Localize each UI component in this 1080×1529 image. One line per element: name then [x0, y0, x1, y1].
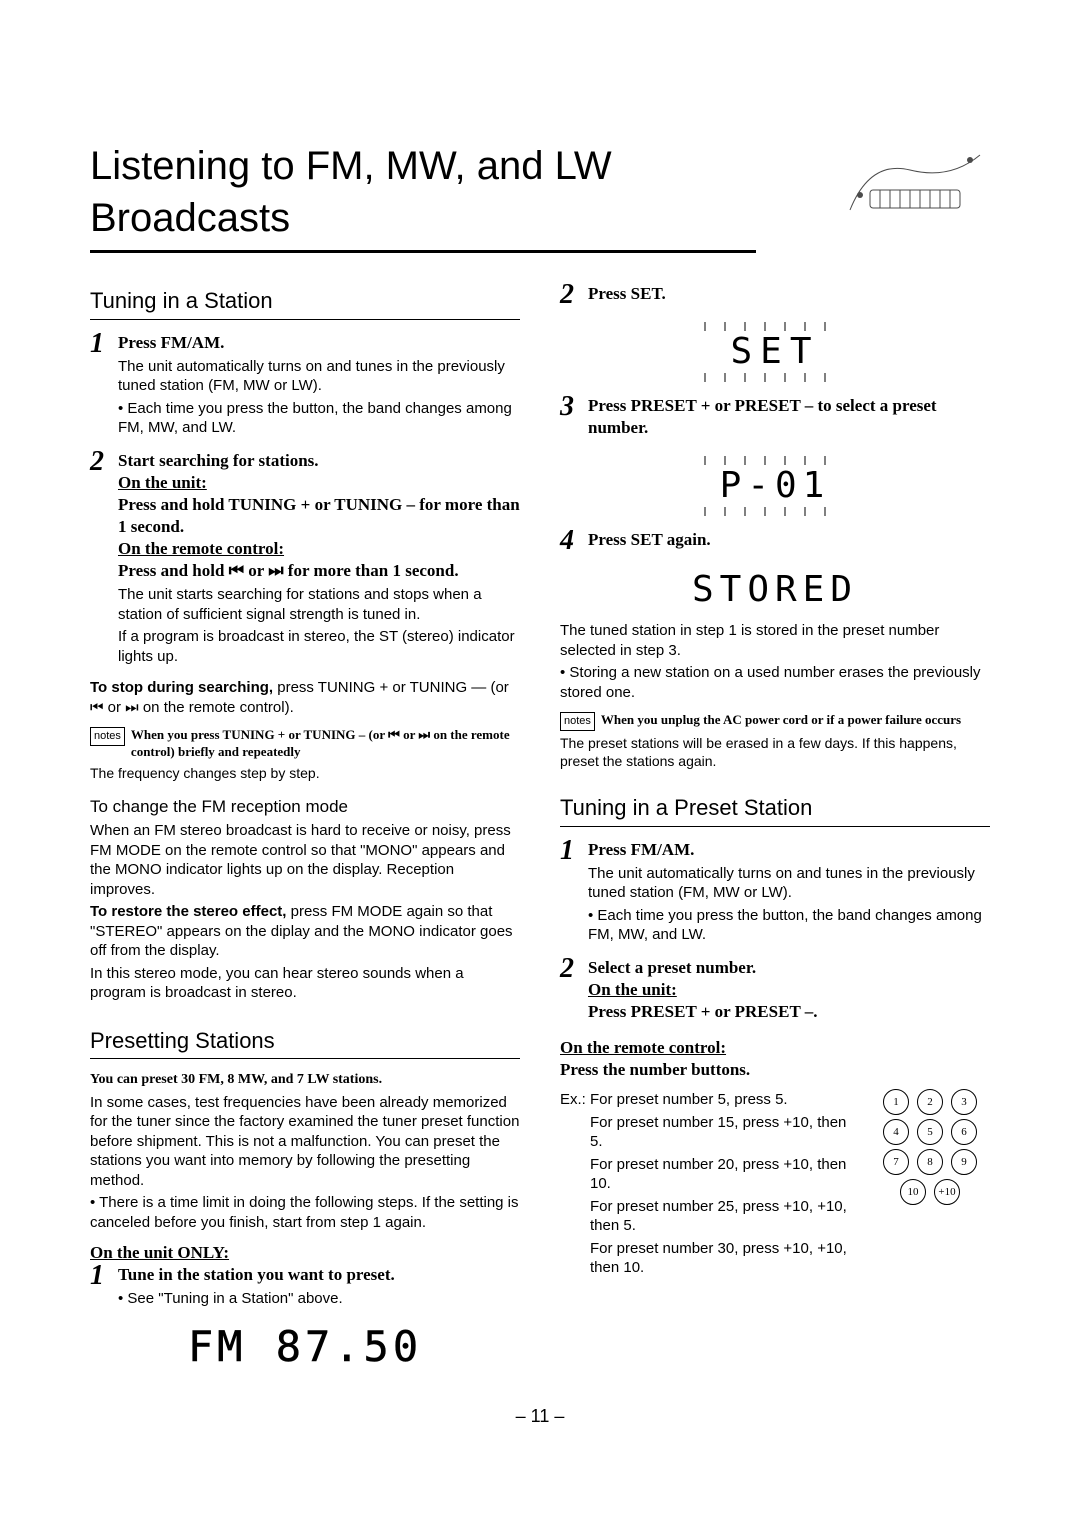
- tune-preset-step-1-t2: • Each time you press the button, the ba…: [588, 906, 990, 945]
- step-number-1: 1: [90, 326, 104, 362]
- preset-lead: You can preset 30 FM, 8 MW, and 7 LW sta…: [90, 1071, 520, 1089]
- num-btn-2: 2: [917, 1089, 943, 1115]
- on-unit-only: On the unit ONLY:: [90, 1242, 520, 1264]
- preset-after-2: • Storing a new station on a used number…: [560, 663, 990, 702]
- step-2-remote-instr: Press and hold ⏮ or ⏭ for more than 1 se…: [118, 560, 520, 582]
- section-tuning-station: Tuning in a Station: [90, 287, 520, 320]
- fm-mode-text-2: In this stereo mode, you can hear stereo…: [90, 964, 520, 1003]
- num-btn-10: 10: [900, 1179, 926, 1205]
- tune-preset-step-2-head: Select a preset number.: [588, 957, 990, 979]
- step-1-text-2: • Each time you press the button, the ba…: [118, 399, 520, 438]
- step-2-remote-instr-b: for more than 1 second.: [284, 561, 459, 580]
- fm-mode-restore: To restore the stereo effect, press FM M…: [90, 902, 520, 961]
- fm-mode-head: To change the FM reception mode: [90, 796, 520, 818]
- preset-text-2: • There is a time limit in doing the fol…: [90, 1193, 520, 1232]
- fm-mode-restore-lead: To restore the stereo effect,: [90, 903, 286, 920]
- num-btn-6: 6: [951, 1119, 977, 1145]
- tune-preset-b2: Press the number buttons.: [560, 1059, 990, 1081]
- stop-search-lead: To stop during searching,: [90, 679, 273, 696]
- notes-icon-2: notes: [560, 712, 595, 730]
- corner-illustration: [840, 140, 990, 220]
- num-btn-9: 9: [951, 1149, 977, 1175]
- lcd-freq: FM 87.50: [175, 1321, 435, 1373]
- num-btn-8: 8: [917, 1149, 943, 1175]
- preset-step-1-body: • See "Tuning in a Station" above.: [118, 1289, 520, 1309]
- note-tuning-body: The frequency changes step by step.: [90, 764, 520, 782]
- preset-step-1-num: 1: [90, 1258, 104, 1294]
- note-power-head: When you unplug the AC power cord or if …: [601, 712, 961, 729]
- lcd-set: SET: [675, 317, 875, 387]
- tune-preset-b1: Press PRESET + or PRESET –.: [588, 1001, 990, 1023]
- preset-text-1: In some cases, test frequencies have bee…: [90, 1093, 520, 1191]
- ex-1: For preset number 5, press 5.: [590, 1091, 788, 1108]
- tune-preset-u1: On the unit:: [588, 979, 990, 1001]
- step-2-text-2: If a program is broadcast in stereo, the…: [118, 627, 520, 666]
- ex-row: Ex.: For preset number 5, press 5.: [560, 1090, 860, 1110]
- preset-step-3-num: 3: [560, 389, 574, 425]
- svg-text:SET: SET: [730, 331, 819, 372]
- preset-step-1-head: Tune in the station you want to preset.: [118, 1264, 520, 1286]
- step-2-remote-instr-a: Press and hold: [118, 561, 229, 580]
- step-2-remote-icons: ⏮ or ⏭: [229, 561, 284, 580]
- ex-2: For preset number 15, press +10, then 5.: [560, 1113, 860, 1152]
- ex-3: For preset number 20, press +10, then 10…: [560, 1155, 860, 1194]
- preset-step-4-num: 4: [560, 523, 574, 559]
- ex-4: For preset number 25, press +10, +10, th…: [560, 1197, 860, 1236]
- tune-preset-step-1-num: 1: [560, 833, 574, 869]
- preset-step-2-head: Press SET.: [588, 283, 990, 305]
- step-1-head: Press FM/AM.: [118, 332, 520, 354]
- ex-label: Ex.:: [560, 1091, 586, 1108]
- lcd-preset-num: P-01: [675, 451, 875, 521]
- svg-text:FM 87.50: FM 87.50: [188, 1322, 422, 1371]
- step-2-remote-label: On the remote control:: [118, 538, 520, 560]
- number-keypad: 1 2 3 4 5 6 7 8 9 10 +10: [870, 1087, 990, 1281]
- svg-text:STORED: STORED: [692, 569, 858, 610]
- num-btn-7: 7: [883, 1149, 909, 1175]
- ex-5: For preset number 30, press +10, +10, th…: [560, 1239, 860, 1278]
- step-2-text-1: The unit starts searching for stations a…: [118, 585, 520, 624]
- note-tuning-head: When you press TUNING + or TUNING – (or …: [131, 727, 520, 761]
- num-btn-plus10: +10: [934, 1179, 960, 1205]
- fm-mode-text-1: When an FM stereo broadcast is hard to r…: [90, 821, 520, 899]
- num-btn-1: 1: [883, 1089, 909, 1115]
- lcd-stored: STORED: [645, 563, 905, 613]
- step-2-unit-instr: Press and hold TUNING + or TUNING – for …: [118, 494, 520, 538]
- preset-after-1: The tuned station in step 1 is stored in…: [560, 621, 990, 660]
- tune-preset-step-1-head: Press FM/AM.: [588, 839, 990, 861]
- preset-step-2-num: 2: [560, 277, 574, 313]
- notes-icon: notes: [90, 727, 125, 745]
- page-title: Listening to FM, MW, and LW Broadcasts: [90, 140, 756, 253]
- step-2-unit-label: On the unit:: [118, 472, 520, 494]
- tune-preset-step-1-t1: The unit automatically turns on and tune…: [588, 864, 990, 903]
- tune-preset-u2: On the remote control:: [560, 1037, 990, 1059]
- num-btn-4: 4: [883, 1119, 909, 1145]
- section-presetting: Presetting Stations: [90, 1027, 520, 1060]
- num-btn-5: 5: [917, 1119, 943, 1145]
- step-1-text-1: The unit automatically turns on and tune…: [118, 357, 520, 396]
- tune-preset-step-2-num: 2: [560, 951, 574, 987]
- step-number-2: 2: [90, 444, 104, 480]
- note-power-body: The preset stations will be erased in a …: [560, 734, 990, 770]
- section-tune-preset: Tuning in a Preset Station: [560, 794, 990, 827]
- svg-text:P-01: P-01: [720, 465, 831, 506]
- preset-step-3-head: Press PRESET + or PRESET – to select a p…: [588, 395, 990, 439]
- preset-step-4-head: Press SET again.: [588, 529, 990, 551]
- step-2-head: Start searching for stations.: [118, 450, 520, 472]
- page-number: – 11 –: [90, 1405, 990, 1428]
- stop-search-text: To stop during searching, press TUNING +…: [90, 678, 520, 717]
- num-btn-3: 3: [951, 1089, 977, 1115]
